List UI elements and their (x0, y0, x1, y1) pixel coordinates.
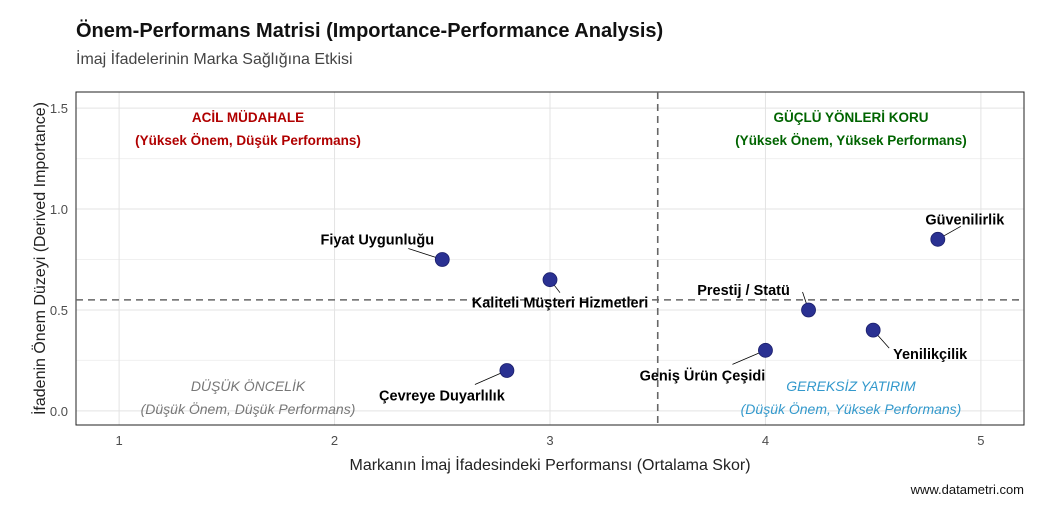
x-axis-label: Markanın İmaj İfadesindeki Performansı (… (349, 455, 750, 474)
data-point (758, 342, 773, 358)
quadrant-subtitle: (Yüksek Önem, Yüksek Performans) (735, 133, 967, 148)
data-point (542, 272, 558, 288)
data-point (499, 363, 515, 378)
y-tick-label: 0.0 (50, 404, 68, 419)
point-label: Kaliteli Müşteri Hizmetleri (472, 296, 648, 312)
data-point (434, 252, 450, 267)
y-axis-label: İfadenin Önem Düzeyi (Derived Importance… (30, 102, 49, 415)
quadrant-title: DÜŞÜK ÖNCELİK (191, 377, 306, 394)
point-label: Yenilikçilik (893, 347, 968, 363)
x-tick-label: 4 (762, 433, 769, 448)
point-label: Prestij / Statü (697, 283, 790, 299)
data-point (930, 231, 946, 247)
y-tick-label: 0.5 (50, 303, 68, 318)
quadrant-subtitle: (Düşük Önem, Düşük Performans) (141, 400, 356, 417)
point-label: Fiyat Uygunluğu (320, 233, 434, 249)
quadrant-subtitle: (Düşük Önem, Yüksek Performans) (741, 400, 962, 417)
plot-border (75, 91, 1025, 426)
x-tick-label: 5 (977, 433, 984, 448)
quadrant-subtitle: (Yüksek Önem, Düşük Performans) (135, 133, 361, 148)
point-label: Çevreye Duyarlılık (379, 389, 506, 405)
point-label: Güvenilirlik (925, 212, 1005, 228)
x-tick-label: 3 (546, 433, 553, 448)
quadrant-title: GEREKSİZ YATIRIM (786, 378, 916, 394)
x-tick-label: 1 (115, 433, 122, 448)
caption: www.datametri.com (910, 482, 1024, 497)
quadrant-title: GÜÇLÜ YÖNLERİ KORU (773, 110, 928, 125)
y-tick-label: 1.0 (50, 202, 68, 217)
chart-title: Önem-Performans Matrisi (Importance-Perf… (76, 20, 664, 42)
x-tick-label: 2 (331, 433, 338, 448)
data-point (865, 322, 881, 338)
quadrant-title: ACİL MÜDAHALE (192, 110, 304, 125)
chart-subtitle: İmaj İfadelerinin Marka Sağlığına Etkisi (76, 51, 353, 68)
data-point (801, 302, 816, 318)
point-label: Geniş Ürün Çeşidi (640, 367, 766, 384)
y-tick-label: 1.5 (50, 101, 68, 116)
